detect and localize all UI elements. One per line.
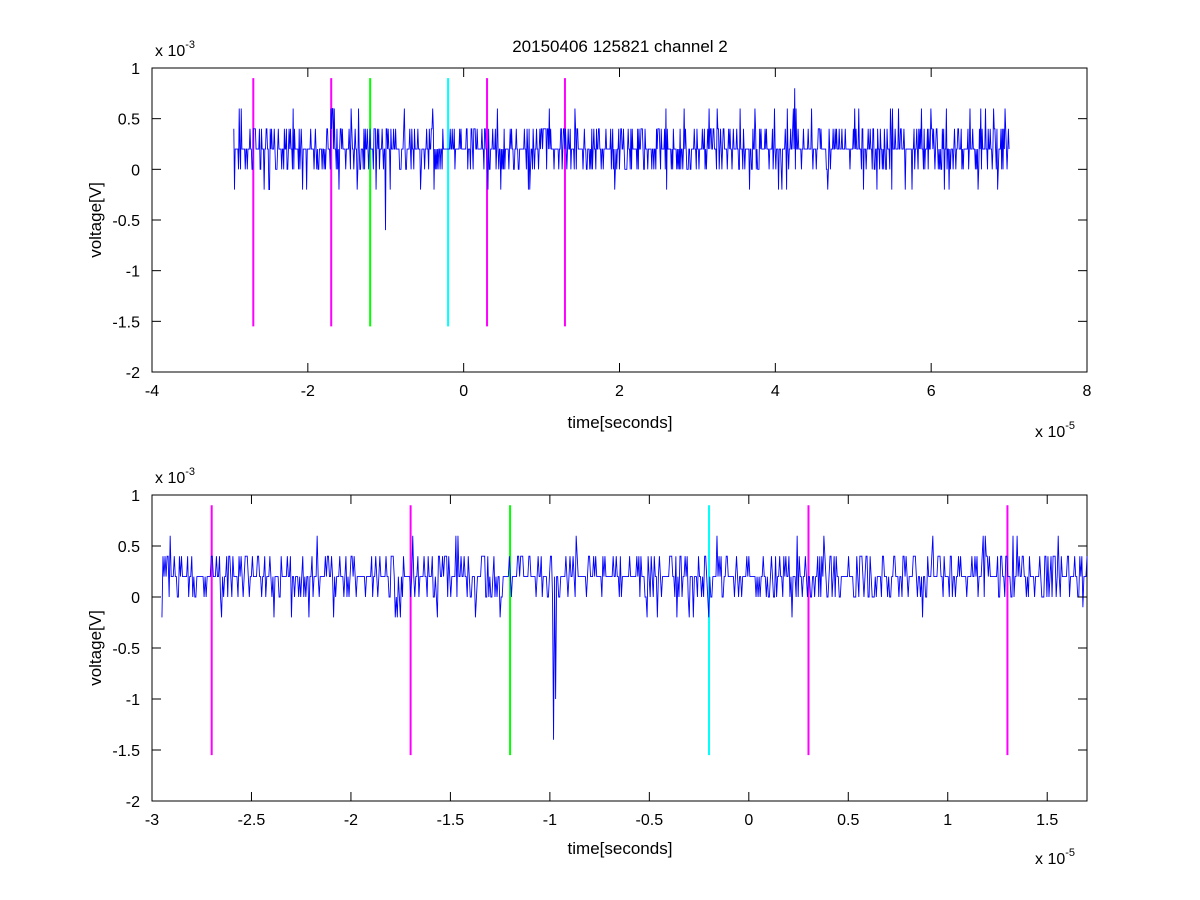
bottom-x-tick-label: -0.5 bbox=[636, 812, 664, 829]
bottom-y-tick-label: -1.5 bbox=[112, 743, 140, 760]
top-y-tick-label: -2 bbox=[126, 365, 140, 382]
top-voltage-series-line bbox=[233, 88, 1010, 231]
top-y-tick-label: -1.5 bbox=[112, 314, 140, 331]
top-x-tick-label: -2 bbox=[301, 383, 315, 400]
bottom-y-tick-label: 0.5 bbox=[118, 539, 140, 556]
bottom-x-tick-label: 1.5 bbox=[1036, 812, 1058, 829]
top-y-tick-label: 0 bbox=[131, 162, 140, 179]
top-y-tick-label: 1 bbox=[131, 61, 140, 78]
top-x-tick-label: 4 bbox=[771, 383, 780, 400]
bottom-y-tick-label: 1 bbox=[131, 488, 140, 505]
bottom-x-tick-label: -1 bbox=[543, 812, 557, 829]
bottom-x-exponent-power: -5 bbox=[1065, 847, 1075, 859]
top-y-ticks: -2 -1.5 -1 -0.5 0 0.5 1 bbox=[112, 61, 1087, 382]
bottom-axes: -3 -2.5 -2 -1.5 -1 -0.5 0 0.5 1 1.5 -2 -1.5 -1 -0.5 0… bbox=[86, 466, 1088, 868]
top-voltage-trace bbox=[233, 88, 1010, 231]
bottom-x-tick-label: -1.5 bbox=[437, 812, 465, 829]
bottom-x-tick-label: 0 bbox=[744, 812, 753, 829]
top-y-exponent-label: x 10-3 bbox=[155, 39, 195, 60]
bottom-x-axis-label: time[seconds] bbox=[568, 839, 673, 858]
top-y-exponent-power: -3 bbox=[185, 39, 195, 51]
bottom-voltage-series-line bbox=[161, 535, 1088, 740]
top-axes: -4 -2 0 2 4 6 8 -2 -1.5 -1 -0.5 0 0.5 1 time[seconds… bbox=[86, 39, 1092, 441]
top-x-exponent-label: x 10-5 bbox=[1035, 420, 1075, 441]
top-y-axis-label: voltage[V] bbox=[86, 182, 105, 258]
bottom-x-ticks: -3 -2.5 -2 -1.5 -1 -0.5 0 0.5 1 1.5 bbox=[145, 495, 1058, 829]
top-x-tick-label: 8 bbox=[1083, 383, 1092, 400]
bottom-x-tick-label: 1 bbox=[943, 812, 952, 829]
top-x-exponent-power: -5 bbox=[1065, 420, 1075, 432]
bottom-y-axis-label: voltage[V] bbox=[86, 610, 105, 686]
bottom-y-exponent-base: x 10 bbox=[155, 470, 185, 487]
bottom-x-tick-label: 0.5 bbox=[837, 812, 859, 829]
top-x-exponent-base: x 10 bbox=[1035, 424, 1065, 441]
bottom-y-tick-label: 0 bbox=[131, 590, 140, 607]
bottom-x-tick-label: -3 bbox=[145, 812, 159, 829]
bottom-x-exponent-label: x 10-5 bbox=[1035, 847, 1075, 868]
bottom-y-ticks: -2 -1.5 -1 -0.5 0 0.5 1 bbox=[112, 488, 1087, 811]
bottom-x-tick-label: -2 bbox=[344, 812, 358, 829]
bottom-y-exponent-power: -3 bbox=[185, 466, 195, 478]
top-y-tick-label: -0.5 bbox=[112, 213, 140, 230]
top-x-tick-label: -4 bbox=[145, 383, 159, 400]
bottom-voltage-trace bbox=[161, 535, 1088, 740]
top-y-tick-label: 0.5 bbox=[118, 112, 140, 129]
top-x-tick-label: 2 bbox=[615, 383, 624, 400]
top-x-tick-label: 6 bbox=[927, 383, 936, 400]
bottom-y-tick-label: -0.5 bbox=[112, 641, 140, 658]
bottom-x-exponent-base: x 10 bbox=[1035, 851, 1065, 868]
figure-title: 20150406 125821 channel 2 bbox=[512, 37, 728, 56]
top-y-exponent-base: x 10 bbox=[155, 43, 185, 60]
bottom-y-exponent-label: x 10-3 bbox=[155, 466, 195, 487]
bottom-vertical-markers bbox=[210, 505, 1009, 756]
top-x-ticks: -4 -2 0 2 4 6 8 bbox=[145, 68, 1092, 400]
top-x-tick-label: 0 bbox=[459, 383, 468, 400]
bottom-y-tick-label: -1 bbox=[126, 692, 140, 709]
top-x-axis-label: time[seconds] bbox=[568, 413, 673, 432]
top-y-tick-label: -1 bbox=[126, 264, 140, 281]
bottom-y-tick-label: -2 bbox=[126, 794, 140, 811]
bottom-x-tick-label: -2.5 bbox=[238, 812, 266, 829]
